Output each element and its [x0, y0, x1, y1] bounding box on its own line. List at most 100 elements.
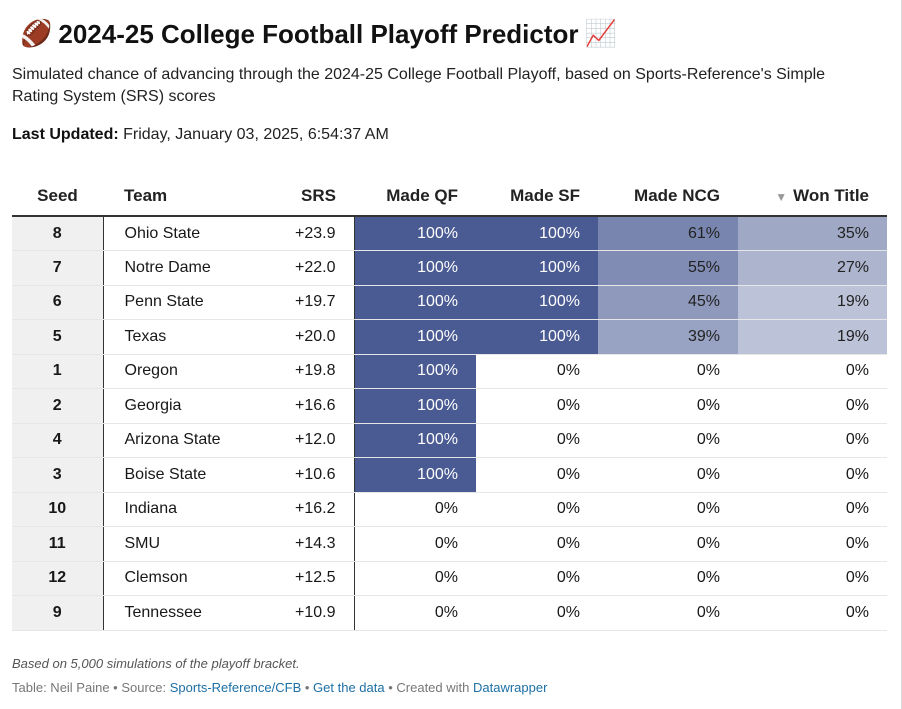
page-title: 🏈 2024-25 College Football Playoff Predi…	[14, 14, 623, 54]
srs-cell: +23.9	[262, 216, 355, 251]
made-ncg-cell: 0%	[598, 526, 738, 562]
chart-increasing-icon: 📈	[584, 19, 617, 49]
made-qf-cell: 100%	[354, 216, 476, 251]
srs-cell: +10.6	[262, 457, 355, 493]
team-cell: Boise State	[103, 457, 262, 493]
won-title-cell: 0%	[738, 595, 887, 631]
seed-cell: 6	[12, 285, 104, 320]
header-won-title-label: Won Title	[793, 185, 869, 205]
get-data-link[interactable]: Get the data	[313, 680, 385, 695]
table-row: 7 Notre Dame +22.0 100% 100% 55% 27%	[12, 250, 887, 286]
made-ncg-cell: 61%	[598, 216, 738, 251]
header-made-sf[interactable]: Made SF	[476, 176, 598, 217]
seed-cell: 4	[12, 423, 104, 458]
made-qf-cell: 100%	[354, 285, 476, 320]
seed-cell: 10	[12, 492, 104, 527]
predictor-table: Seed Team SRS Made QF Made SF Made NCG ▼…	[12, 176, 887, 631]
separator: •	[301, 680, 314, 695]
team-cell: Georgia	[103, 388, 262, 424]
srs-cell: +16.2	[262, 492, 355, 527]
header-made-qf[interactable]: Made QF	[354, 176, 476, 217]
made-sf-cell: 0%	[476, 561, 598, 596]
made-ncg-cell: 0%	[598, 388, 738, 424]
seed-cell: 7	[12, 250, 104, 286]
football-icon: 🏈	[20, 19, 53, 49]
made-ncg-cell: 0%	[598, 595, 738, 631]
made-sf-cell: 0%	[476, 423, 598, 458]
seed-cell: 2	[12, 388, 104, 424]
won-title-cell: 0%	[738, 492, 887, 527]
team-cell: Ohio State	[103, 216, 262, 251]
made-qf-cell: 100%	[354, 354, 476, 389]
made-sf-cell: 0%	[476, 457, 598, 493]
datawrapper-link[interactable]: Datawrapper	[472, 680, 548, 695]
table-body: 8 Ohio State +23.9 100% 100% 61% 35% 7 Notre Dam…	[12, 216, 887, 631]
made-sf-cell: 0%	[476, 354, 598, 389]
made-ncg-cell: 0%	[598, 423, 738, 458]
table-credit: Table: Neil Paine	[12, 680, 110, 695]
srs-cell: +20.0	[262, 319, 355, 355]
won-title-cell: 0%	[738, 423, 887, 458]
srs-cell: +19.7	[262, 285, 355, 320]
separator: •	[109, 680, 122, 695]
made-ncg-cell: 39%	[598, 319, 738, 355]
table-row: 5 Texas +20.0 100% 100% 39% 19%	[12, 319, 887, 355]
won-title-cell: 27%	[738, 250, 887, 286]
table-row: 10 Indiana +16.2 0% 0% 0% 0%	[12, 492, 887, 527]
table-row: 11 SMU +14.3 0% 0% 0% 0%	[12, 526, 887, 562]
last-updated-label: Last Updated:	[12, 126, 119, 143]
last-updated: Last Updated: Friday, January 03, 2025, …	[12, 126, 389, 144]
source-label: Source:	[121, 680, 170, 695]
team-cell: Oregon	[103, 354, 262, 389]
header-seed[interactable]: Seed	[12, 176, 103, 217]
header-srs[interactable]: SRS	[262, 176, 354, 217]
seed-cell: 9	[12, 595, 104, 631]
made-qf-cell: 100%	[354, 388, 476, 424]
made-sf-cell: 0%	[476, 526, 598, 562]
separator: •	[384, 680, 397, 695]
won-title-cell: 0%	[738, 561, 887, 596]
team-cell: SMU	[103, 526, 262, 562]
made-ncg-cell: 0%	[598, 457, 738, 493]
made-qf-cell: 0%	[354, 492, 476, 527]
table-row: 8 Ohio State +23.9 100% 100% 61% 35%	[12, 216, 887, 251]
header-made-ncg[interactable]: Made NCG	[598, 176, 738, 217]
made-sf-cell: 100%	[476, 250, 598, 286]
header-team[interactable]: Team	[103, 176, 262, 217]
won-title-cell: 0%	[738, 388, 887, 424]
table-row: 4 Arizona State +12.0 100% 0% 0% 0%	[12, 423, 887, 458]
seed-cell: 11	[12, 526, 104, 562]
team-cell: Clemson	[103, 561, 262, 596]
header-won-title[interactable]: ▼ Won Title	[738, 176, 887, 217]
footnote: Based on 5,000 simulations of the playof…	[12, 656, 300, 671]
made-ncg-cell: 55%	[598, 250, 738, 286]
made-qf-cell: 0%	[354, 526, 476, 562]
made-ncg-cell: 0%	[598, 492, 738, 527]
team-cell: Notre Dame	[103, 250, 262, 286]
seed-cell: 8	[12, 216, 104, 251]
seed-cell: 12	[12, 561, 104, 596]
title-text: 2024-25 College Football Playoff Predict…	[58, 18, 579, 49]
sort-descending-icon: ▼	[775, 189, 788, 204]
team-cell: Penn State	[103, 285, 262, 320]
srs-cell: +22.0	[262, 250, 355, 286]
made-qf-cell: 0%	[354, 595, 476, 631]
srs-cell: +12.5	[262, 561, 355, 596]
won-title-cell: 0%	[738, 354, 887, 389]
srs-cell: +14.3	[262, 526, 355, 562]
won-title-cell: 0%	[738, 457, 887, 493]
table-row: 9 Tennessee +10.9 0% 0% 0% 0%	[12, 595, 887, 631]
seed-cell: 5	[12, 319, 104, 355]
source-line: Table: Neil Paine • Source: Sports-Refer…	[12, 680, 547, 695]
made-sf-cell: 0%	[476, 492, 598, 527]
made-qf-cell: 100%	[354, 457, 476, 493]
made-ncg-cell: 45%	[598, 285, 738, 320]
team-cell: Tennessee	[103, 595, 262, 631]
made-sf-cell: 0%	[476, 595, 598, 631]
source-link[interactable]: Sports-Reference/CFB	[169, 680, 302, 695]
won-title-cell: 0%	[738, 526, 887, 562]
won-title-cell: 19%	[738, 319, 887, 355]
table-row: 3 Boise State +10.6 100% 0% 0% 0%	[12, 457, 887, 493]
srs-cell: +19.8	[262, 354, 355, 389]
